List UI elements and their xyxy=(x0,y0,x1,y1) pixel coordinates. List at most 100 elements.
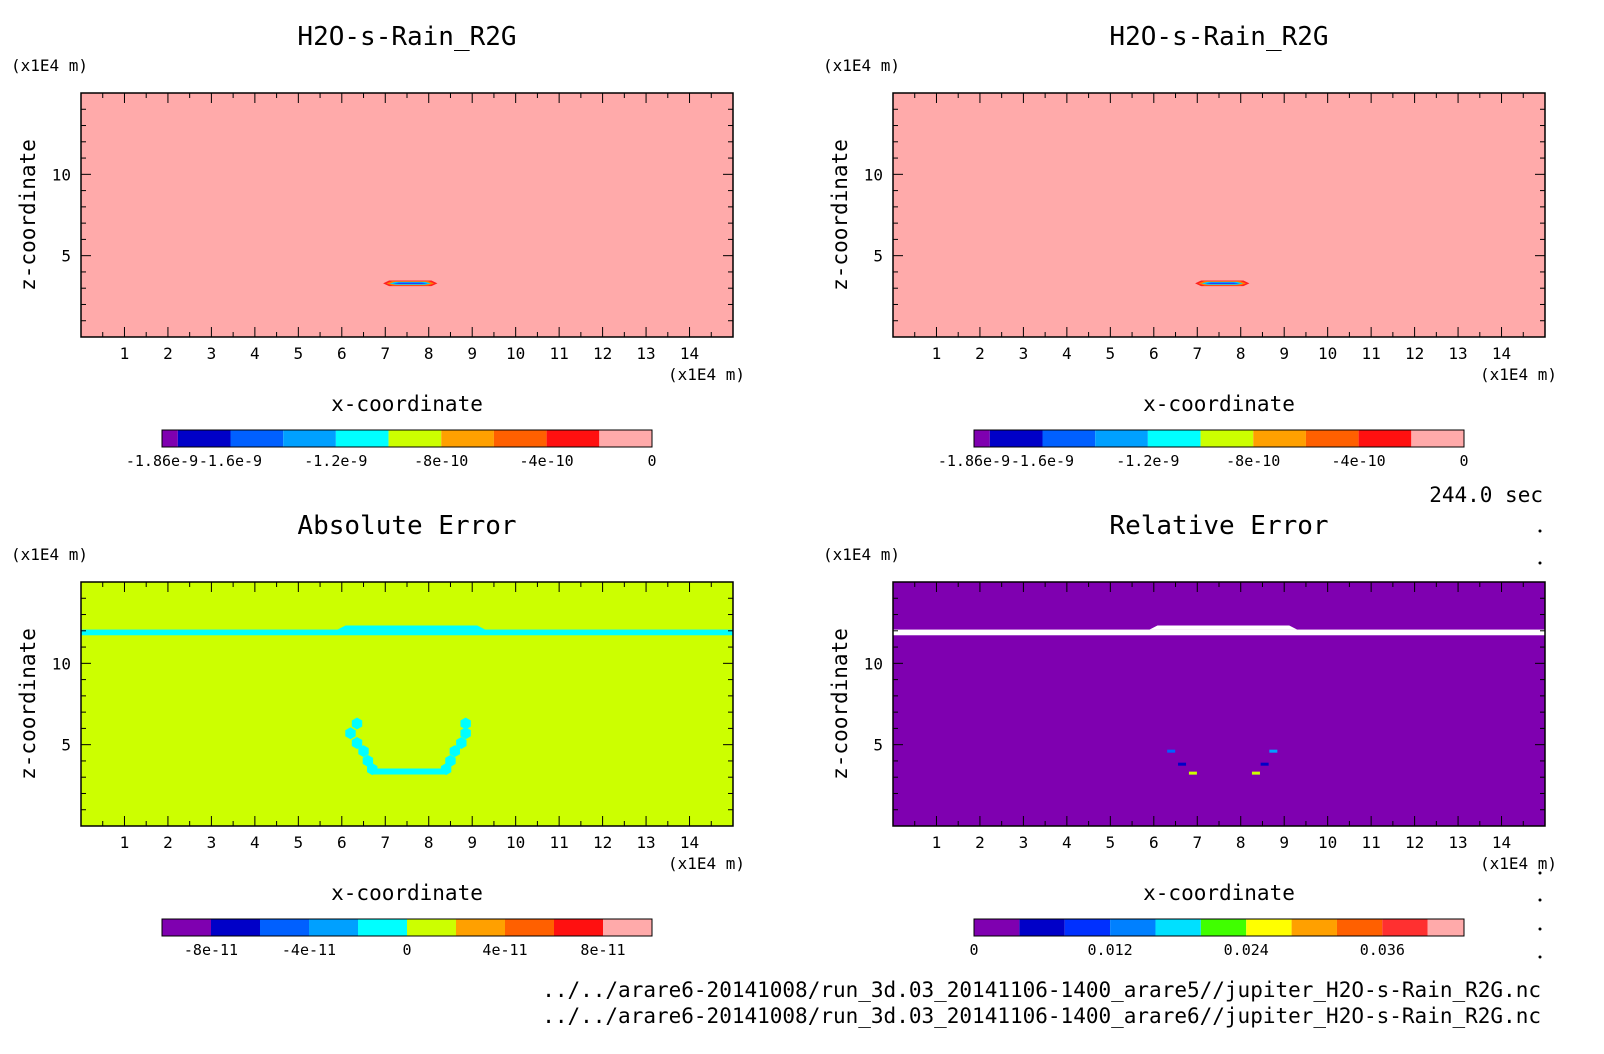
x-tick-label: 5 xyxy=(294,833,304,852)
colorbar-segment xyxy=(1155,919,1201,936)
colorbar-segment xyxy=(1064,919,1111,936)
field-blob xyxy=(460,717,471,730)
panel-title: Absolute Error xyxy=(297,511,516,541)
x-tick-label: 4 xyxy=(1062,833,1072,852)
colorbar-segment xyxy=(554,919,603,936)
side-dot xyxy=(1538,927,1542,931)
colorbar-tick-label: 0 xyxy=(1459,452,1468,470)
x-unit-label: (x1E4 m) xyxy=(1480,365,1557,384)
x-tick-label: 10 xyxy=(1318,344,1337,363)
x-unit-label: (x1E4 m) xyxy=(1480,854,1557,873)
colorbar-segment xyxy=(177,430,231,447)
x-axis-label: x-coordinate xyxy=(1143,392,1295,416)
x-tick-label: 3 xyxy=(1019,833,1029,852)
x-tick-label: 4 xyxy=(250,833,260,852)
time-label: 244.0 sec xyxy=(1429,483,1543,507)
colorbar-segment xyxy=(1253,430,1306,447)
panel-2: H2O-s-Rain_R2G(x1E4 m)1 2 3 4 5 6 7 8 9 10 11 12 13 1… xyxy=(823,22,1557,470)
colorbar-segment xyxy=(1358,430,1412,447)
x-tick-label: 14 xyxy=(680,833,699,852)
y-tick-label: 10 xyxy=(864,654,883,673)
side-dot xyxy=(1538,561,1542,565)
x-tick-label: 10 xyxy=(1318,833,1337,852)
side-dot xyxy=(1538,529,1542,533)
x-tick-label: 5 xyxy=(294,344,304,363)
field-blob xyxy=(445,754,456,767)
colorbar-tick-label: 8e-11 xyxy=(580,941,625,959)
field-blob xyxy=(449,745,461,758)
colorbar-tick-label: 0 xyxy=(402,941,411,959)
colorbar-segment xyxy=(1382,919,1428,936)
colorbar-frame xyxy=(973,429,1465,448)
colorbar-segment xyxy=(358,919,407,936)
colorbar-segment xyxy=(603,919,652,936)
x-tick-label: 3 xyxy=(207,833,217,852)
colorbar-frame xyxy=(161,918,653,937)
field-blob xyxy=(362,754,374,767)
colorbar-tick-label: 4e-11 xyxy=(482,941,527,959)
colorbar-tick-label: -4e-11 xyxy=(282,941,336,959)
field-background xyxy=(81,582,733,826)
x-tick-label: 10 xyxy=(506,833,525,852)
x-tick-label: 6 xyxy=(337,833,347,852)
field-band-bump xyxy=(337,625,486,630)
field-feature xyxy=(392,282,428,285)
colorbar-segment xyxy=(388,430,442,447)
x-tick-label: 9 xyxy=(1279,833,1289,852)
x-tick-label: 8 xyxy=(1236,344,1246,363)
colorbar-segment xyxy=(974,919,1020,936)
colorbar-tick-label: -8e-10 xyxy=(1226,452,1280,470)
colorbar-tick-label: -1.2e-9 xyxy=(1116,452,1179,470)
colorbar-tick-label: 0 xyxy=(647,452,656,470)
colorbar-segment xyxy=(1336,919,1383,936)
y-unit-label: (x1E4 m) xyxy=(11,545,88,564)
x-tick-label: 12 xyxy=(1405,833,1424,852)
colorbar-tick-label: -1.6e-9 xyxy=(1011,452,1074,470)
colorbar-segment xyxy=(162,919,211,936)
x-tick-label: 5 xyxy=(1106,833,1116,852)
x-tick-label: 3 xyxy=(1019,344,1029,363)
field-band-bump xyxy=(1149,625,1298,630)
x-tick-label: 7 xyxy=(380,833,390,852)
panel-title: H2O-s-Rain_R2G xyxy=(1109,22,1328,52)
x-tick-label: 1 xyxy=(120,344,130,363)
colorbar-tick-label: 0.012 xyxy=(1088,941,1133,959)
side-dot xyxy=(1538,955,1542,959)
x-tick-label: 11 xyxy=(550,344,569,363)
panel-title: H2O-s-Rain_R2G xyxy=(297,22,516,52)
y-tick-label: 10 xyxy=(864,165,883,184)
colorbar-segment xyxy=(1147,430,1201,447)
panel-title: Relative Error xyxy=(1109,511,1328,541)
x-tick-label: 13 xyxy=(1448,833,1467,852)
colorbar-segment xyxy=(283,430,336,447)
colorbar-frame xyxy=(161,429,653,448)
colorbar-segment xyxy=(441,430,494,447)
source-file-1: ../../arare6-20141008/run_3d.03_20141106… xyxy=(542,978,1541,1002)
x-tick-label: 8 xyxy=(424,344,434,363)
field-background xyxy=(893,582,1545,826)
field-dot xyxy=(1251,771,1260,775)
colorbar-segment xyxy=(599,430,652,447)
colorbar-segment xyxy=(1305,430,1359,447)
x-tick-label: 11 xyxy=(550,833,569,852)
colorbar-segment xyxy=(1291,919,1337,936)
field-band xyxy=(893,629,1545,636)
side-dots xyxy=(1538,529,1542,959)
field-dot xyxy=(1188,771,1197,775)
x-tick-label: 14 xyxy=(680,344,699,363)
colorbar-tick-label: -4e-10 xyxy=(520,452,574,470)
colorbar-segment xyxy=(974,430,990,447)
y-unit-label: (x1E4 m) xyxy=(823,56,900,75)
colorbar-segment xyxy=(989,430,1043,447)
colorbar-segment xyxy=(456,919,505,936)
field-dot xyxy=(1269,749,1278,753)
panel-1: H2O-s-Rain_R2G(x1E4 m)1 2 3 4 5 6 7 8 9 10 11 12 13 1… xyxy=(11,22,745,470)
x-unit-label: (x1E4 m) xyxy=(668,365,745,384)
x-tick-label: 14 xyxy=(1492,833,1511,852)
x-tick-label: 9 xyxy=(467,833,477,852)
colorbar-frame xyxy=(973,918,1465,937)
y-tick-label: 10 xyxy=(52,165,71,184)
colorbar-segment xyxy=(335,430,389,447)
x-tick-label: 12 xyxy=(593,833,612,852)
